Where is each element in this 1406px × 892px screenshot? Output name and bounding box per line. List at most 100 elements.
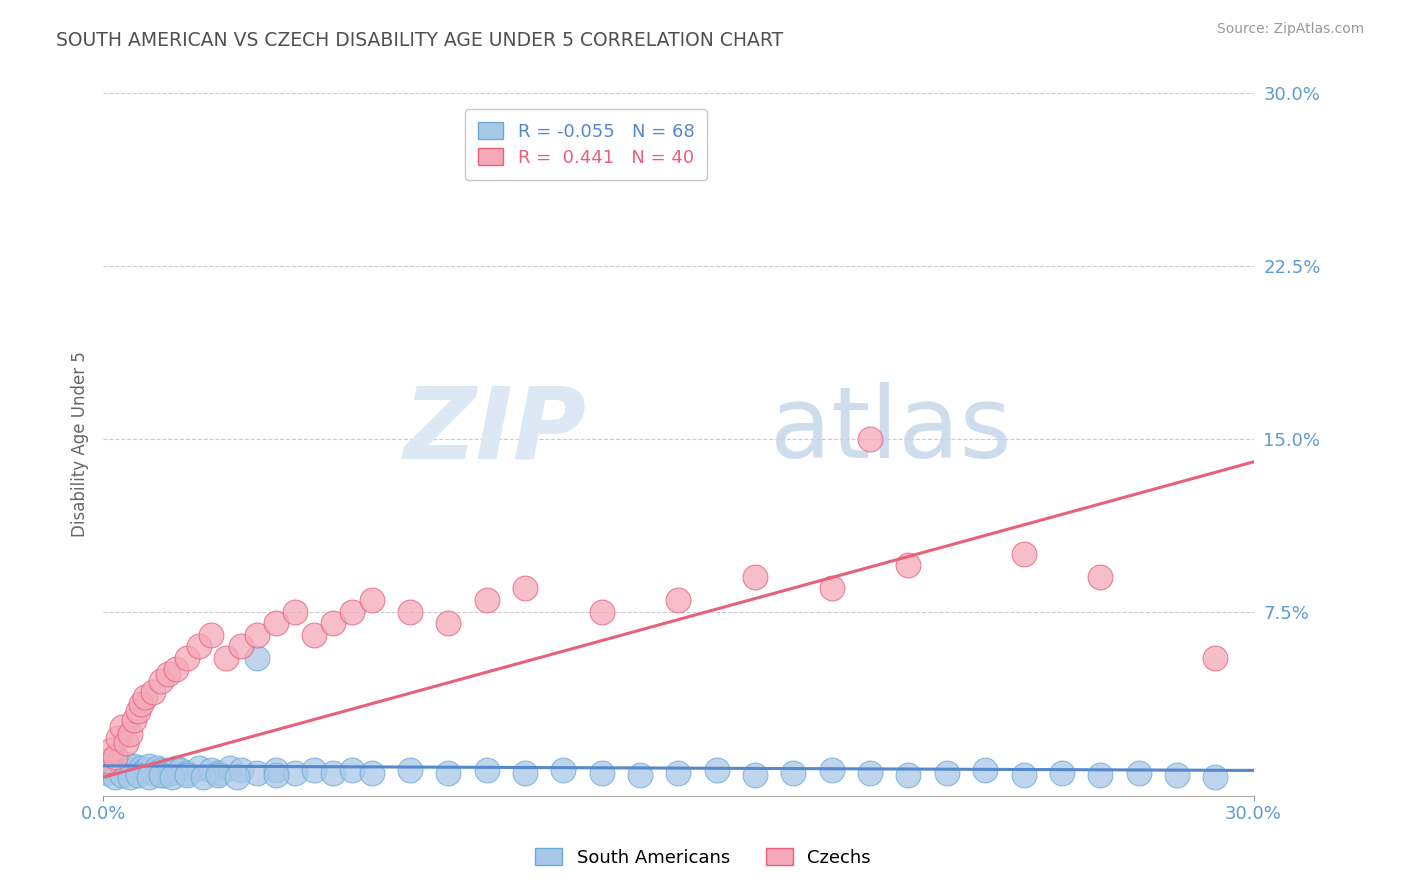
- Point: [553, 764, 575, 778]
- Legend: South Americans, Czechs: South Americans, Czechs: [527, 841, 879, 874]
- Point: [127, 768, 149, 782]
- Point: [897, 558, 920, 573]
- Point: [176, 650, 198, 665]
- Point: [897, 768, 920, 782]
- Point: [399, 764, 422, 778]
- Point: [188, 639, 211, 653]
- Point: [302, 627, 325, 641]
- Point: [437, 615, 460, 630]
- Point: [821, 764, 844, 778]
- Point: [157, 666, 180, 681]
- Point: [107, 754, 129, 768]
- Point: [513, 582, 536, 596]
- Point: [744, 768, 766, 782]
- Point: [188, 761, 211, 775]
- Point: [1012, 768, 1035, 782]
- Point: [160, 770, 183, 784]
- Y-axis label: Disability Age Under 5: Disability Age Under 5: [72, 351, 89, 538]
- Point: [111, 761, 134, 775]
- Point: [200, 764, 222, 778]
- Point: [231, 764, 253, 778]
- Point: [666, 593, 689, 607]
- Point: [591, 765, 613, 780]
- Point: [104, 764, 127, 778]
- Point: [115, 736, 138, 750]
- Point: [322, 765, 344, 780]
- Point: [475, 593, 498, 607]
- Point: [264, 764, 287, 778]
- Point: [176, 768, 198, 782]
- Point: [165, 761, 187, 775]
- Point: [131, 697, 153, 711]
- Point: [142, 685, 165, 699]
- Point: [118, 770, 141, 784]
- Point: [191, 770, 214, 784]
- Point: [104, 770, 127, 784]
- Point: [513, 765, 536, 780]
- Point: [111, 720, 134, 734]
- Point: [1128, 765, 1150, 780]
- Point: [118, 726, 141, 740]
- Text: ZIP: ZIP: [404, 382, 586, 479]
- Point: [96, 765, 118, 780]
- Point: [264, 615, 287, 630]
- Point: [284, 605, 307, 619]
- Point: [342, 764, 364, 778]
- Point: [226, 770, 249, 784]
- Point: [134, 764, 156, 778]
- Point: [974, 764, 997, 778]
- Point: [122, 759, 145, 773]
- Point: [96, 754, 118, 768]
- Point: [342, 605, 364, 619]
- Point: [127, 704, 149, 718]
- Point: [131, 761, 153, 775]
- Point: [118, 764, 141, 778]
- Point: [107, 731, 129, 746]
- Point: [666, 765, 689, 780]
- Point: [157, 764, 180, 778]
- Point: [115, 756, 138, 771]
- Text: Source: ZipAtlas.com: Source: ZipAtlas.com: [1216, 22, 1364, 37]
- Point: [245, 650, 267, 665]
- Point: [706, 764, 728, 778]
- Point: [134, 690, 156, 704]
- Point: [935, 765, 957, 780]
- Point: [138, 770, 160, 784]
- Point: [104, 749, 127, 764]
- Point: [245, 765, 267, 780]
- Point: [628, 768, 651, 782]
- Point: [142, 765, 165, 780]
- Point: [284, 765, 307, 780]
- Point: [360, 765, 382, 780]
- Point: [1204, 650, 1226, 665]
- Point: [302, 764, 325, 778]
- Point: [160, 765, 183, 780]
- Point: [322, 615, 344, 630]
- Point: [782, 765, 804, 780]
- Point: [591, 605, 613, 619]
- Point: [399, 605, 422, 619]
- Point: [218, 761, 240, 775]
- Point: [1050, 765, 1073, 780]
- Point: [165, 662, 187, 676]
- Point: [360, 593, 382, 607]
- Text: atlas: atlas: [770, 382, 1012, 479]
- Point: [245, 627, 267, 641]
- Point: [207, 765, 229, 780]
- Point: [1166, 768, 1188, 782]
- Point: [475, 764, 498, 778]
- Point: [207, 768, 229, 782]
- Point: [859, 765, 882, 780]
- Point: [176, 765, 198, 780]
- Point: [215, 650, 238, 665]
- Point: [231, 639, 253, 653]
- Point: [146, 761, 169, 775]
- Point: [111, 768, 134, 782]
- Point: [149, 673, 172, 688]
- Point: [127, 765, 149, 780]
- Point: [1090, 570, 1112, 584]
- Point: [100, 759, 122, 773]
- Point: [744, 570, 766, 584]
- Point: [169, 764, 191, 778]
- Point: [100, 742, 122, 756]
